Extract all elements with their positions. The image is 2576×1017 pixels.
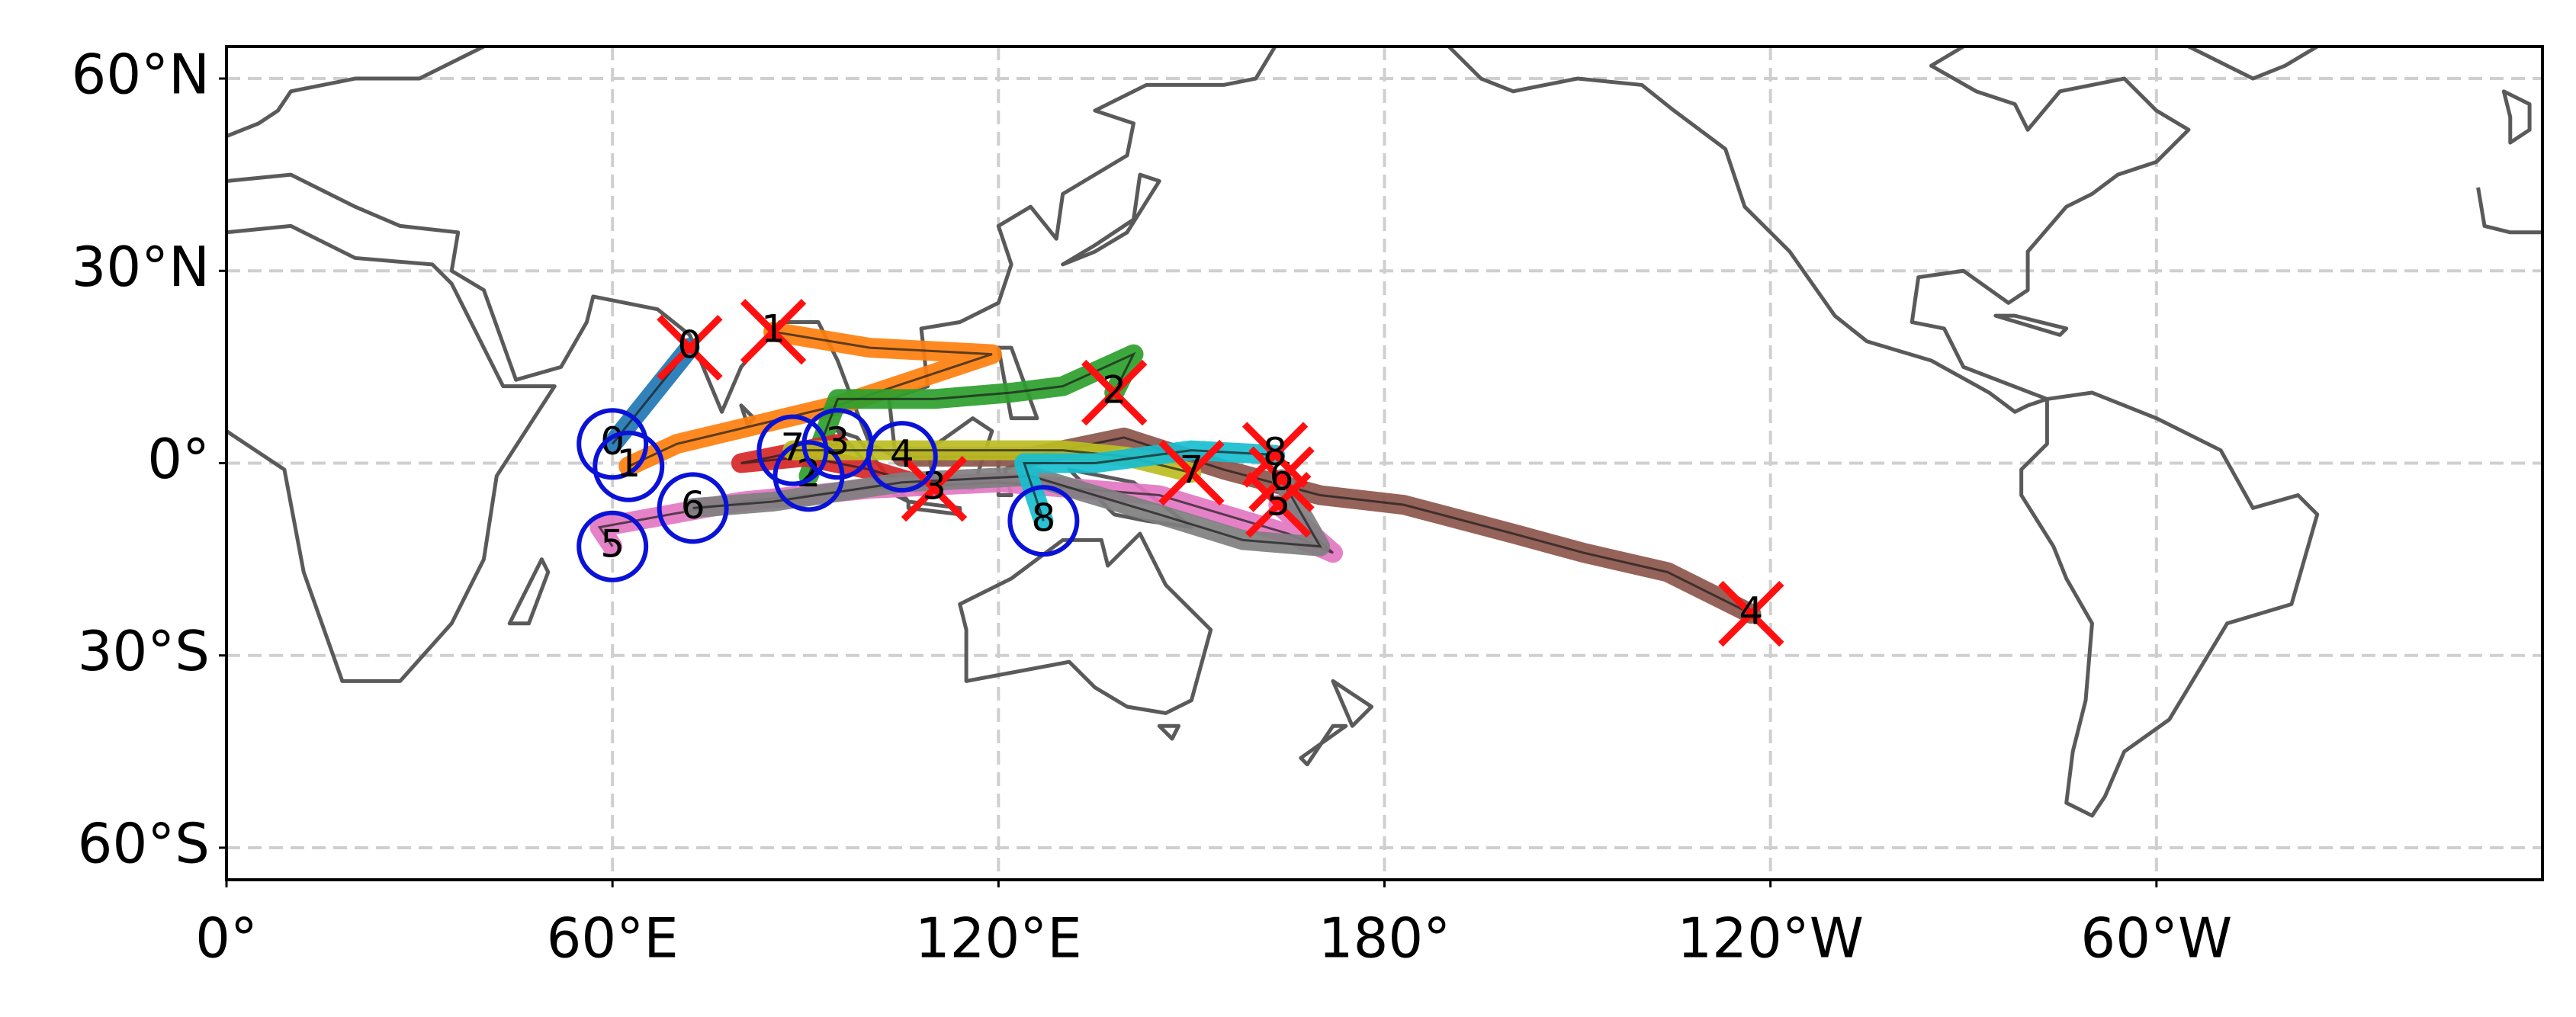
end-marker — [1158, 439, 1225, 506]
y-tick-label: 60°S — [78, 811, 210, 875]
start-marker — [866, 421, 938, 493]
africa — [226, 226, 554, 681]
start-label: 5 — [600, 521, 625, 566]
x-tick-label: 180° — [1319, 906, 1450, 970]
start-marker — [577, 510, 649, 582]
y-tick-label: 30°N — [72, 235, 210, 299]
start-marker — [1007, 485, 1080, 557]
madagascar — [509, 560, 548, 624]
start-label: 7 — [780, 425, 805, 470]
track-centerline — [808, 351, 1136, 476]
x-tick-label: 0° — [195, 906, 258, 970]
start-marker — [577, 408, 649, 480]
start-label: 1 — [616, 441, 641, 486]
eurasia — [226, 47, 1275, 457]
end-label: 1 — [761, 307, 785, 351]
start-marker — [593, 430, 665, 502]
end-marker — [1081, 359, 1148, 426]
y-tick-label: 0° — [147, 427, 210, 491]
start-label: 4 — [890, 432, 914, 476]
x-tick-label: 120°E — [915, 906, 1082, 970]
start-label: 6 — [681, 483, 705, 528]
new-zealand — [1301, 681, 1372, 764]
greenland — [2189, 47, 2317, 79]
start-label: 3 — [826, 419, 850, 464]
ticks: 0° 60°E 120°E 180° 120°W 60°W60°N30°N0°30°S60… — [72, 43, 2233, 970]
track-centerline — [628, 330, 993, 468]
north-america — [1449, 47, 2189, 412]
end-label: 8 — [1263, 430, 1287, 474]
x-tick-label: 60°W — [2080, 906, 2232, 970]
end-marker — [1248, 446, 1315, 512]
south-america — [2022, 393, 2317, 816]
cuba — [1996, 316, 2067, 335]
end-marker — [1241, 422, 1309, 488]
track-centerline — [1022, 449, 1276, 521]
start-label: 8 — [1031, 496, 1055, 541]
end-label: 2 — [1102, 368, 1126, 412]
europe — [226, 47, 483, 136]
tracks — [589, 322, 1762, 624]
end-marker — [1245, 471, 1312, 538]
iberia — [2478, 188, 2542, 233]
x-tick-label: 120°W — [1677, 906, 1864, 970]
tasmania — [1159, 726, 1178, 739]
track-centerline — [692, 474, 1322, 548]
end-marker — [740, 298, 807, 365]
y-tick-label: 60°N — [72, 43, 210, 107]
start-marker — [756, 414, 829, 486]
y-tick-label: 30°S — [78, 619, 210, 683]
end-marker — [1718, 580, 1784, 647]
end-marker — [901, 455, 968, 522]
end-label: 7 — [1180, 448, 1204, 492]
end-label: 0 — [677, 323, 702, 367]
australia — [960, 534, 1211, 713]
end-label: 4 — [1739, 589, 1763, 634]
end-marker — [657, 314, 723, 381]
japan — [1063, 175, 1160, 265]
britain — [2504, 91, 2529, 143]
start-marker — [657, 472, 729, 544]
x-tick-label: 60°E — [547, 906, 679, 970]
